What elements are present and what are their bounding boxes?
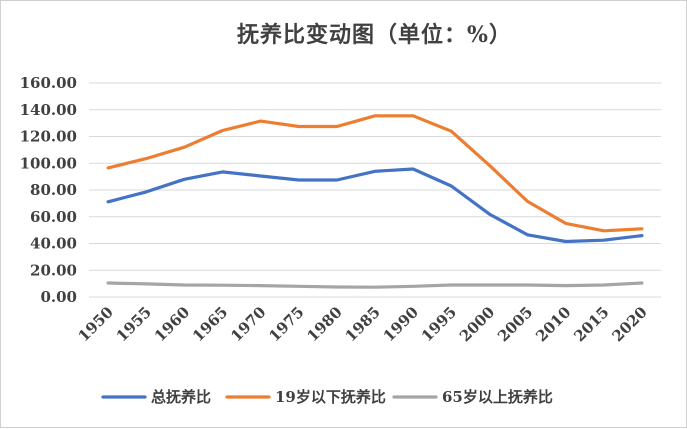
x-tick-label: 2000 [456,303,498,345]
x-tick-label: 1955 [113,303,155,345]
y-tick-label: 140.00 [20,101,77,119]
series-line-2 [106,281,644,289]
y-tick-label: 20.00 [30,261,77,279]
x-tick-label: 1995 [418,303,460,345]
x-tick-label: 1975 [265,303,307,345]
x-tick-label: 1950 [75,303,117,345]
series-line-0 [106,167,644,244]
x-tick-label: 2015 [570,303,612,345]
legend-label-0: 总抚养比 [151,388,211,406]
series-line-1 [106,114,644,233]
y-tick-label: 0.00 [40,288,77,306]
y-tick-label: 60.00 [30,208,77,226]
y-tick-label: 40.00 [30,235,77,253]
x-tick-label: 1970 [227,303,269,345]
x-tick-label: 1960 [151,303,193,345]
y-tick-label: 80.00 [30,181,77,199]
x-tick-label: 2020 [609,303,651,345]
y-tick-label: 100.00 [20,154,77,172]
x-tick-label: 2010 [532,303,574,345]
x-tick-label: 2005 [494,303,536,345]
legend-label-1: 19岁以下抚养比 [275,388,386,406]
x-tick-label: 1985 [342,303,384,345]
x-tick-label: 1990 [380,303,422,345]
y-tick-label: 160.00 [20,74,77,92]
legend-label-2: 65岁以上抚养比 [442,388,553,406]
x-tick-label: 1965 [189,303,231,345]
chart-title: 抚养比变动图（单位：%） [237,22,512,48]
y-tick-label: 120.00 [20,128,77,146]
x-tick-label: 1980 [303,303,345,345]
